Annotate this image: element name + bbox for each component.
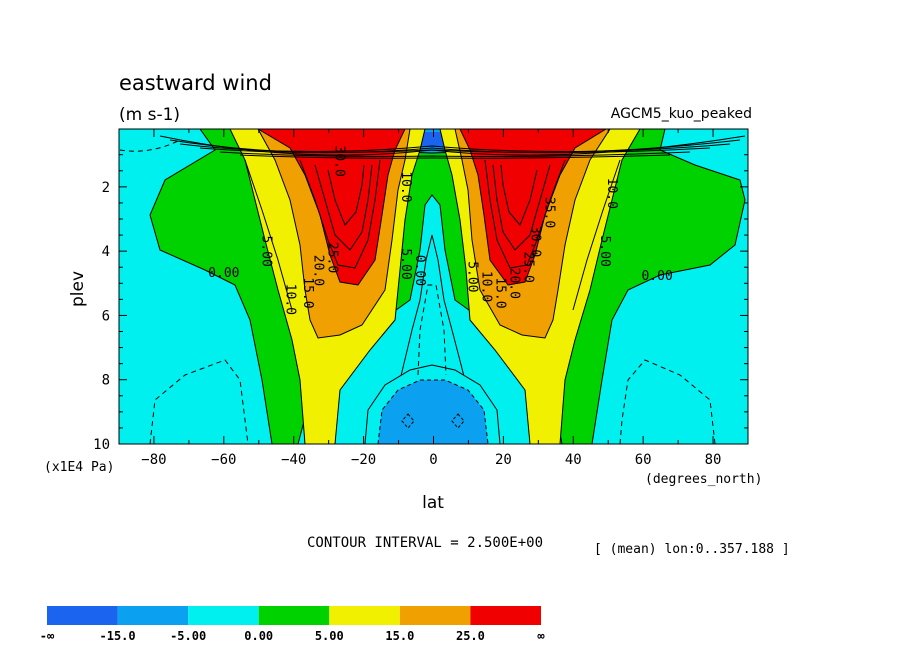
- contour-label: 35.0: [541, 197, 556, 228]
- blue-minimum-north: [451, 413, 465, 429]
- colorbar-swatch: [399, 606, 471, 625]
- contour-label: 10.0: [283, 284, 298, 315]
- contour-label: 10.0: [478, 271, 493, 302]
- x-tick-label: −60: [211, 452, 236, 468]
- colorbar-label: 5.00: [315, 629, 344, 643]
- y-tick-label: 10: [93, 437, 110, 453]
- x-axis-title: lat: [422, 493, 444, 513]
- contour-label: 5.00: [464, 261, 479, 292]
- y-tick-label: 4: [102, 244, 110, 260]
- x-tick-label: −80: [141, 452, 166, 468]
- chart-title: eastward wind: [119, 71, 272, 95]
- contour-label: 0.00: [412, 255, 427, 286]
- contour-label: 30.0: [332, 145, 347, 176]
- x-tick-label: 80: [705, 452, 722, 468]
- colorbar-swatch: [47, 606, 118, 625]
- colorbar-label: -15.0: [100, 629, 136, 643]
- colorbar-label: 25.0: [456, 629, 485, 643]
- y-tick-label: 2: [102, 180, 110, 196]
- colorbar-label: 15.0: [385, 629, 414, 643]
- x-tick-label: 60: [635, 452, 652, 468]
- x-units-label: (degrees_north): [645, 472, 762, 487]
- contour-interval: CONTOUR INTERVAL = 2.500E+00: [307, 535, 543, 551]
- y-units-label: (x1E4 Pa): [44, 460, 114, 475]
- contour-label: 20.0: [311, 255, 326, 286]
- x-tick-label: 40: [565, 452, 582, 468]
- colorbar-label: ∞: [537, 629, 545, 643]
- colorbar-label: -∞: [40, 629, 55, 643]
- contour-label: 5.00: [597, 235, 612, 266]
- x-tick-label: 20: [495, 452, 512, 468]
- field-red-north: [459, 129, 607, 286]
- axes: −80 −60 −40 −20 0 20 40 60 80 2 4 6 8 10: [93, 129, 749, 468]
- contour-label: 25.0: [325, 242, 340, 273]
- y-tick-label: 6: [102, 308, 110, 324]
- negative-contours: [119, 139, 716, 444]
- y-axis-title: plev: [68, 271, 88, 307]
- contour-label: 10.0: [398, 171, 413, 202]
- y-tick-label: 8: [102, 373, 110, 389]
- contour-label: 15.0: [492, 277, 507, 308]
- x-tick-label: −40: [281, 452, 306, 468]
- colorbar-swatch: [329, 606, 400, 625]
- field-red-south: [257, 129, 406, 286]
- colorbar-label: 0.00: [244, 629, 273, 643]
- colorbar: -∞ -15.0 -5.00 0.00 5.00 15.0 25.0 ∞: [40, 606, 545, 643]
- colorbar-swatch: [258, 606, 330, 625]
- contour-label: 0.00: [208, 266, 239, 281]
- contour-label: 20.0: [506, 268, 521, 299]
- chart-units: (m s-1): [119, 105, 180, 125]
- contour-label: 10.0: [604, 178, 619, 209]
- colorbar-swatch: [117, 606, 189, 625]
- contour-label: 5.00: [258, 235, 273, 266]
- contour-label: 15.0: [300, 277, 315, 308]
- x-tick-label: −20: [351, 452, 376, 468]
- contour-label: 0.00: [641, 269, 672, 284]
- contour-label: 30.0: [527, 226, 542, 257]
- x-tick-label: 0: [429, 452, 437, 468]
- dataset-label: AGCM5_kuo_peaked: [611, 106, 752, 122]
- colorbar-label: -5.00: [170, 629, 206, 643]
- contour-label: 5.00: [398, 248, 413, 279]
- field-blue-lower: [377, 379, 489, 444]
- colorbar-swatch: [188, 606, 259, 625]
- colorbar-swatch: [470, 606, 541, 625]
- blue-minimum-south: [401, 413, 415, 429]
- contour-label: 25.0: [520, 252, 535, 283]
- mean-note: [ (mean) lon:0..357.188 ]: [594, 542, 790, 557]
- contour-lines: [159, 135, 746, 311]
